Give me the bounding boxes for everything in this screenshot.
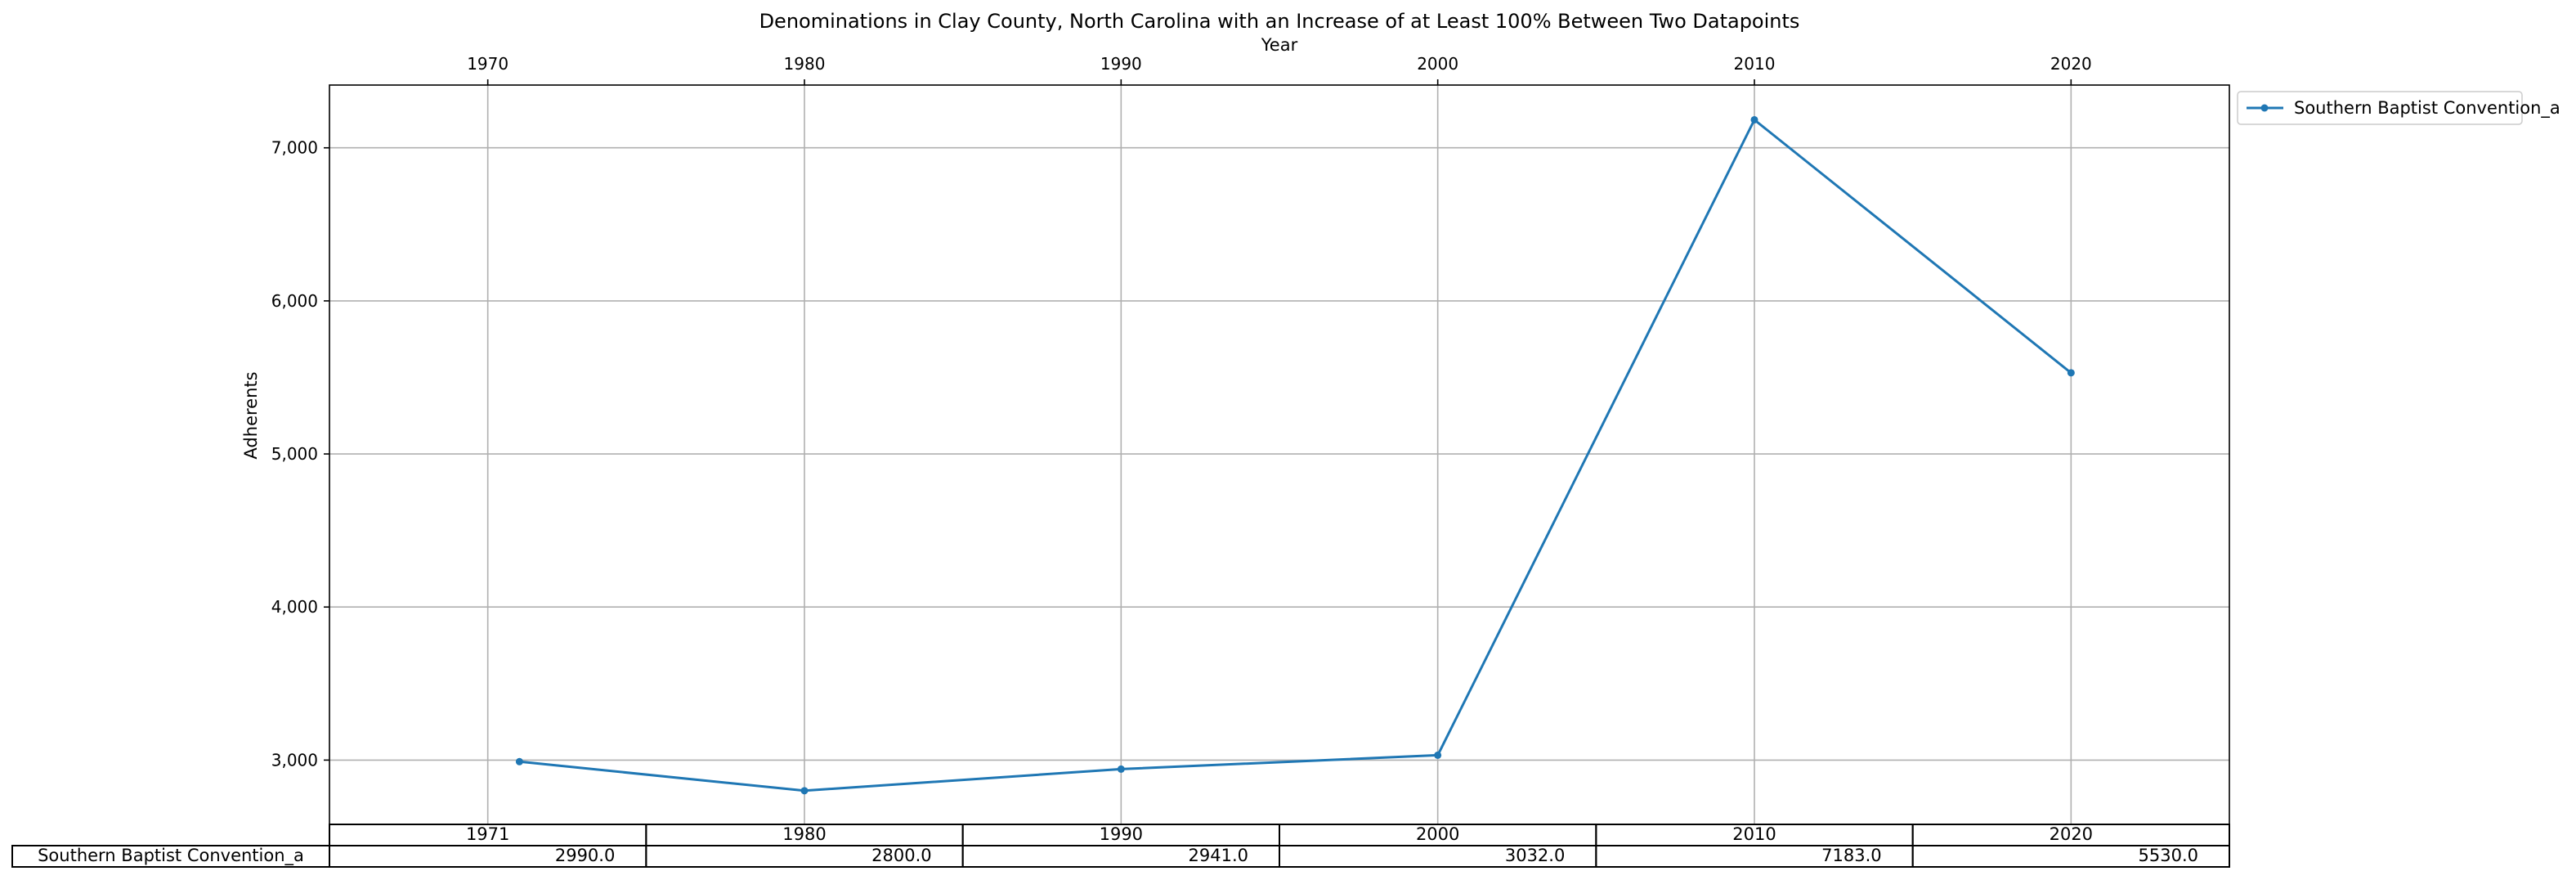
legend-marker — [2260, 104, 2269, 112]
table-column-label: 1990 — [1100, 824, 1143, 844]
table-cell-value: 2941.0 — [1189, 846, 1248, 865]
x-tick-label: 2020 — [2050, 54, 2092, 74]
y-tick-label: 6,000 — [271, 291, 318, 311]
data-point — [1750, 115, 1758, 123]
table-cell-value: 3032.0 — [1505, 846, 1565, 865]
data-point — [515, 757, 523, 766]
legend: Southern Baptist Convention_a — [2237, 91, 2560, 125]
table-cell-value: 5530.0 — [2139, 846, 2198, 865]
x-axis-label: Year — [1261, 35, 1298, 55]
chart-title: Denominations in Clay County, North Caro… — [759, 10, 1800, 33]
x-tick-label: 2000 — [1417, 54, 1458, 74]
table-column-label: 2010 — [1732, 824, 1776, 844]
y-tick-label: 3,000 — [271, 750, 318, 770]
data-table: 1971 1980 1990 2000 2010 2020 Southern Baptist… — [11, 824, 2231, 868]
x-tick-label: 1970 — [467, 54, 508, 74]
y-tick-label: 7,000 — [271, 138, 318, 158]
table-column-label: 1971 — [466, 824, 509, 844]
data-point — [1434, 751, 1442, 759]
data-point — [2067, 369, 2075, 377]
series-layer — [515, 115, 2075, 795]
y-tick-label: 5,000 — [271, 444, 318, 464]
table-row-label: Southern Baptist Convention_a — [38, 846, 304, 866]
legend-label: Southern Baptist Convention_a — [2294, 98, 2560, 119]
y-axis-label: Adherents — [241, 371, 261, 459]
table-column-label: 1980 — [782, 824, 826, 844]
x-tick-label: 1990 — [1100, 54, 1142, 74]
x-tick-label: 2010 — [1734, 54, 1776, 74]
axis-ticks: 1970 1980 1990 2000 2010 2020 3,000 4,000 5,000 6… — [271, 54, 2092, 770]
table-column-label: 2000 — [1416, 824, 1459, 844]
table-cell-value: 2800.0 — [871, 846, 931, 865]
table-cell — [1911, 845, 2231, 868]
legend-box — [2237, 91, 2523, 125]
plot-frame — [329, 84, 2230, 825]
grid-lines — [329, 85, 2229, 824]
table-column-label: 2020 — [2050, 824, 2093, 844]
data-point — [800, 787, 809, 795]
table-cell-value: 2990.0 — [555, 846, 615, 865]
x-tick-label: 1980 — [784, 54, 826, 74]
series-line — [519, 119, 2072, 792]
data-point — [1117, 765, 1125, 773]
table-cell-value: 7183.0 — [1821, 846, 1881, 865]
y-tick-label: 4,000 — [271, 597, 318, 617]
